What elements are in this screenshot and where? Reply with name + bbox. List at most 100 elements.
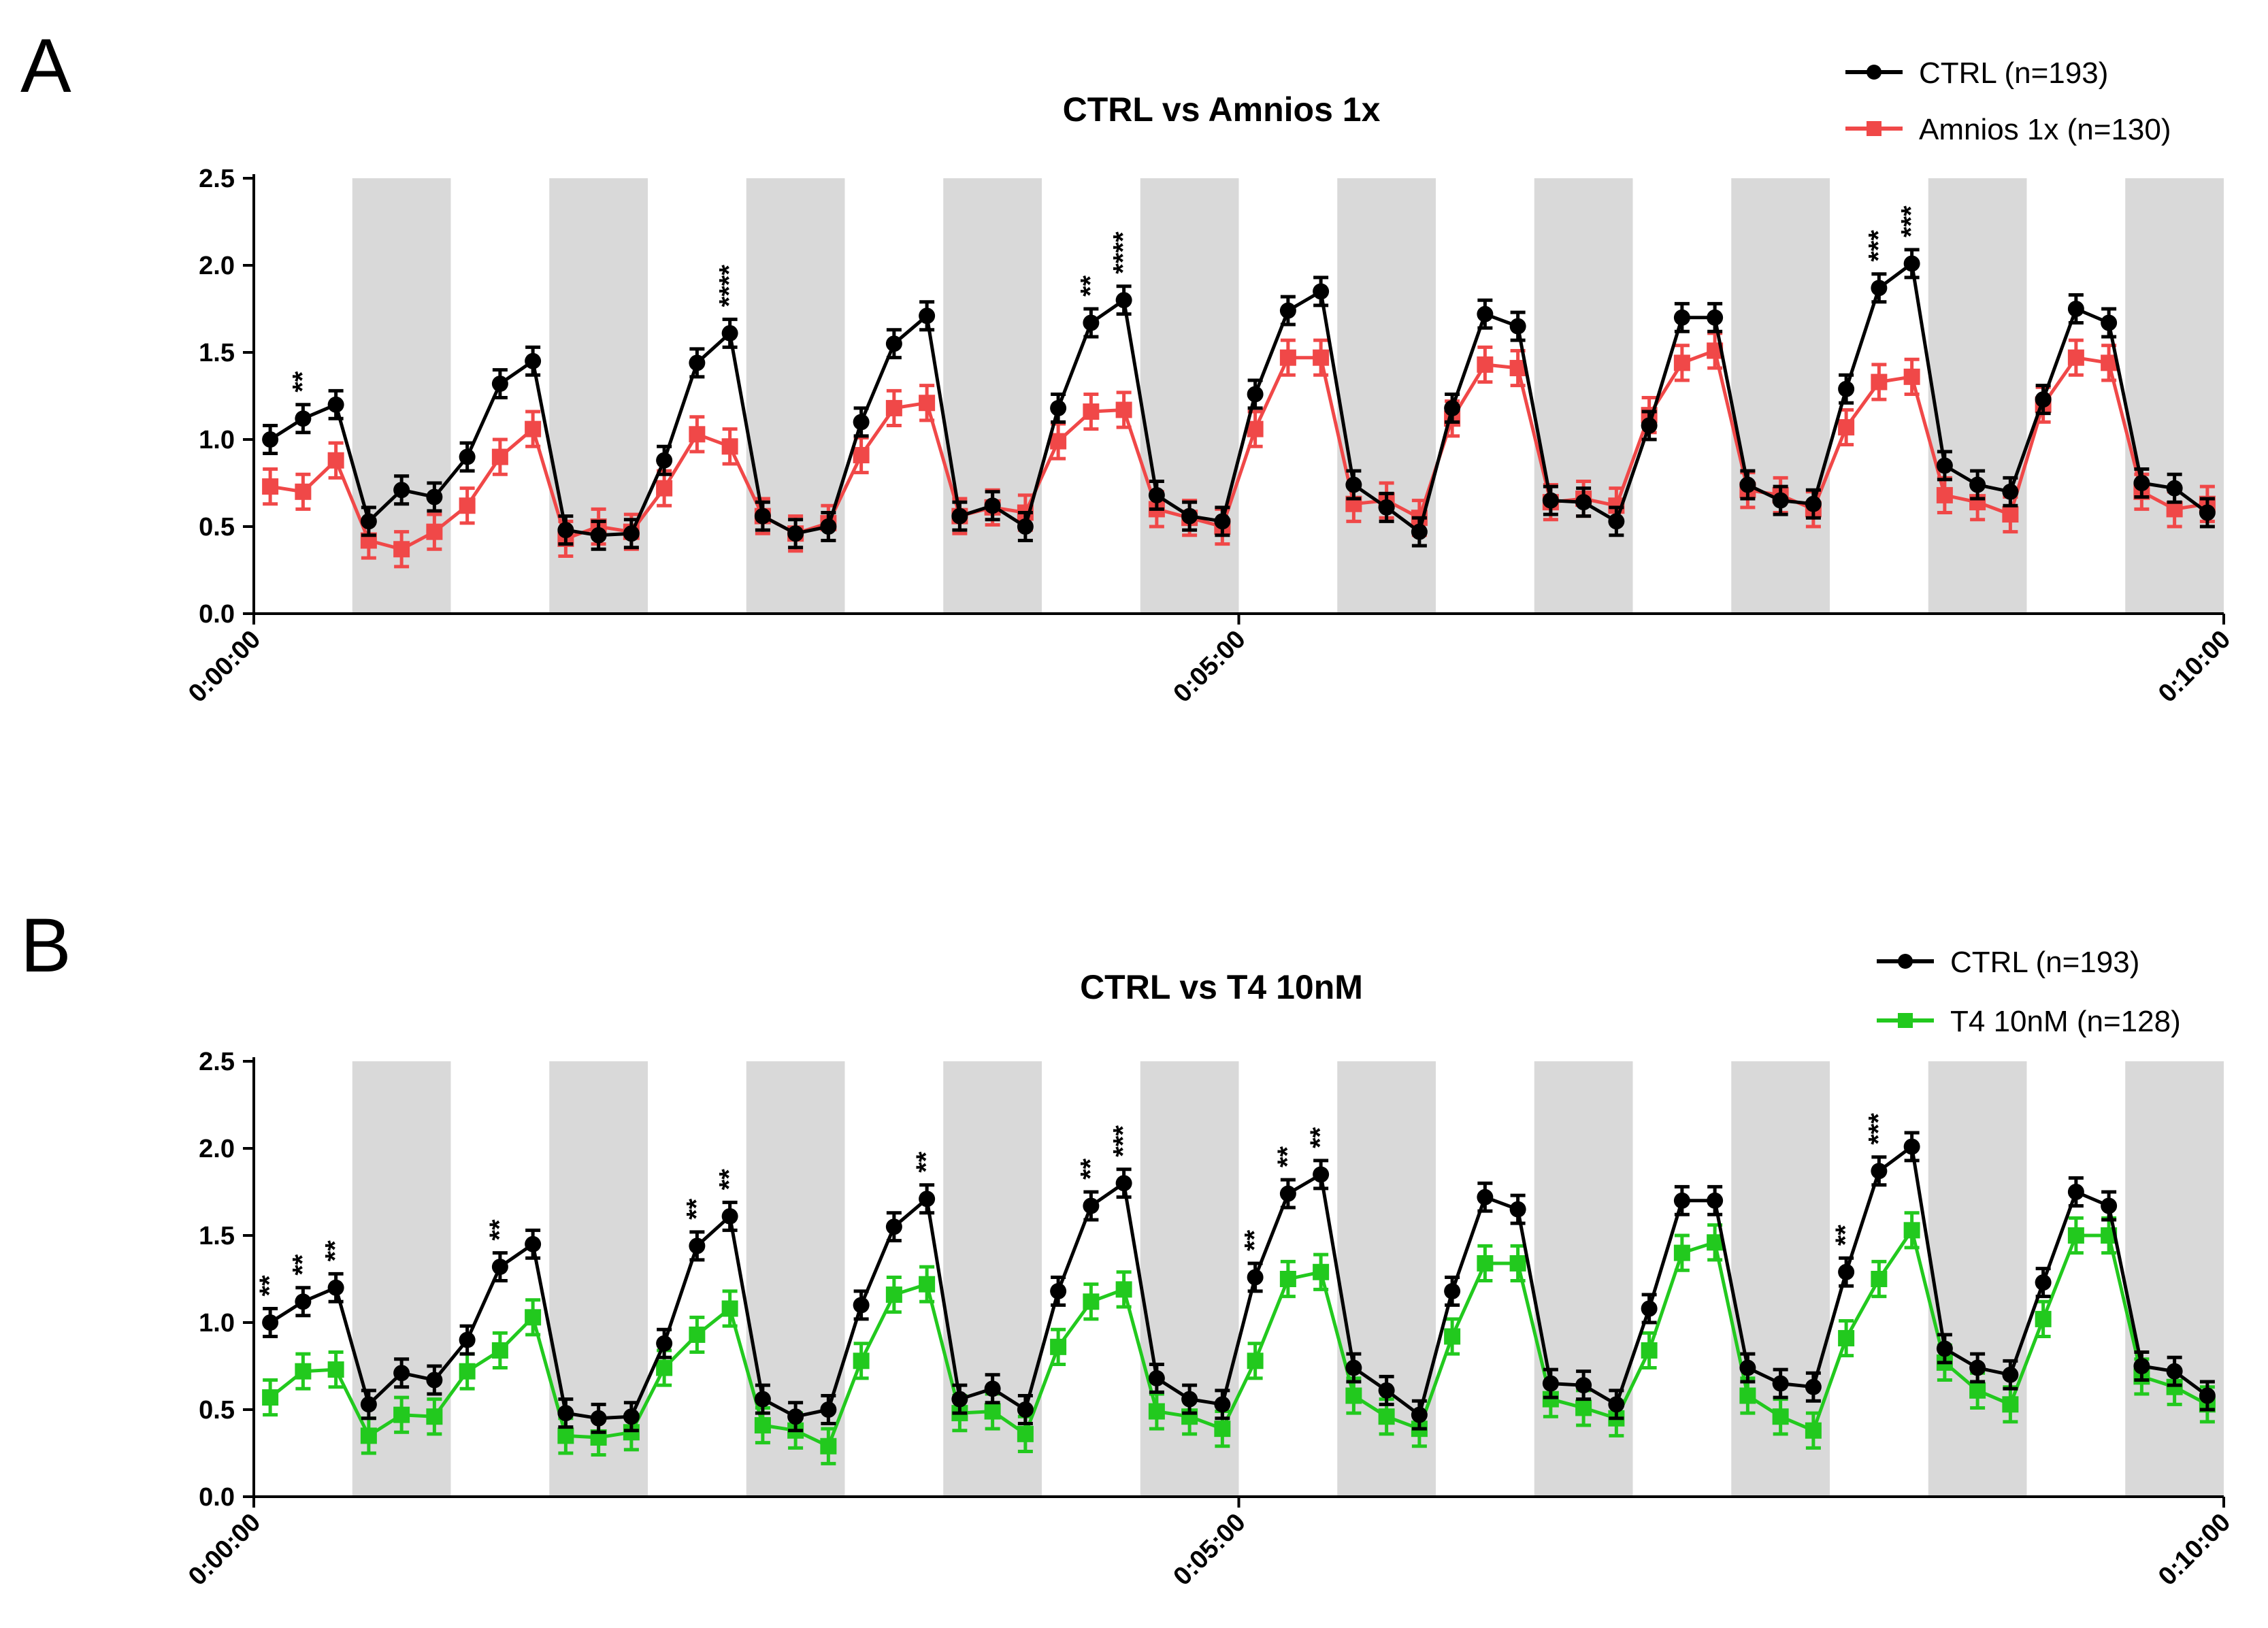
- data-point: [721, 325, 738, 342]
- data-point: [1936, 486, 1953, 503]
- data-point: [1608, 513, 1625, 530]
- data-point: [2035, 1274, 2052, 1291]
- data-point: [984, 1403, 1001, 1420]
- legend-marker-ctrl: [1867, 65, 1881, 80]
- data-point: [393, 1365, 410, 1382]
- data-point: [262, 431, 279, 448]
- data-point: [262, 1389, 279, 1406]
- data-point: [1345, 1387, 1362, 1404]
- data-point: [1181, 1391, 1198, 1408]
- data-point: [1181, 508, 1198, 525]
- data-point: [853, 1297, 870, 1314]
- data-point: [721, 1208, 738, 1225]
- data-point: [919, 1276, 936, 1293]
- data-point: [2002, 1366, 2019, 1383]
- data-point: [1509, 1201, 1526, 1218]
- dark-period-band: [2125, 178, 2224, 614]
- data-point: [1247, 1269, 1264, 1286]
- significance-label: **: [254, 1275, 284, 1297]
- data-point: [1279, 1185, 1296, 1202]
- data-point: [590, 527, 607, 544]
- data-point: [689, 426, 706, 443]
- data-point: [1214, 1421, 1231, 1438]
- data-point: [1575, 494, 1592, 511]
- data-point: [1115, 401, 1132, 418]
- data-point: [1838, 1330, 1855, 1347]
- data-point: [262, 478, 279, 495]
- data-point: [2101, 1197, 2118, 1214]
- data-point: [1083, 314, 1100, 331]
- data-point: [2002, 506, 2019, 523]
- x-tick-label: 0:10:00: [2153, 1508, 2236, 1591]
- data-point: [1871, 1163, 1888, 1180]
- data-point: [656, 452, 673, 469]
- data-point: [525, 420, 542, 437]
- data-point: [1345, 1359, 1362, 1376]
- dark-period-band: [2125, 1061, 2224, 1497]
- data-point: [393, 482, 410, 499]
- dark-period-band: [1337, 178, 1436, 614]
- data-point: [1969, 1359, 1986, 1376]
- data-point: [1378, 499, 1395, 516]
- data-point: [1148, 486, 1165, 503]
- data-point: [295, 1293, 312, 1310]
- data-point: [327, 396, 344, 413]
- legend-label-ctrl: CTRL (n=193): [1950, 946, 2139, 979]
- data-point: [2002, 483, 2019, 500]
- data-point: [1411, 523, 1428, 540]
- data-point: [459, 1331, 476, 1348]
- y-tick-label: 1.0: [199, 1309, 235, 1338]
- data-point: [557, 1405, 574, 1422]
- significance-label: **: [714, 1169, 744, 1191]
- chart-title: CTRL vs T4 10nM: [1080, 968, 1363, 1006]
- legend: CTRL (n=193) Amnios 1x (n=130): [1845, 56, 2171, 146]
- data-point: [1477, 1255, 1494, 1272]
- data-point: [2067, 301, 2084, 317]
- data-point: [1608, 1396, 1625, 1413]
- y-tick-label: 0.0: [199, 1483, 235, 1512]
- data-point: [1575, 1399, 1592, 1416]
- data-point: [426, 523, 443, 540]
- significance-label: ***: [1896, 205, 1926, 237]
- data-point: [820, 1401, 837, 1418]
- significance-label: **: [681, 1198, 711, 1220]
- data-point: [1707, 1192, 1724, 1209]
- data-point: [1214, 513, 1231, 530]
- significance-label: **: [1240, 1229, 1270, 1251]
- data-point: [656, 1335, 673, 1352]
- data-point: [1673, 1244, 1690, 1261]
- significance-label: ***: [1108, 1125, 1138, 1157]
- data-point: [1739, 476, 1756, 493]
- plot-area: 0.0 0.5 1.0 1.5 2.0 2.5 0:00:00 0:05:00 0:10:00 *…: [183, 1048, 2236, 1591]
- data-point: [1050, 1282, 1067, 1299]
- data-point: [1871, 373, 1888, 391]
- panel-b-label: B: [20, 903, 71, 988]
- significance-label: **: [1272, 1146, 1302, 1168]
- y-tick-label: 0.5: [199, 1396, 235, 1425]
- y-tick-label: 1.5: [199, 339, 235, 367]
- data-point: [360, 1427, 377, 1444]
- data-point: [1903, 1138, 1920, 1155]
- data-point: [1477, 305, 1494, 322]
- y-tick-label: 0.0: [199, 600, 235, 629]
- data-point: [721, 438, 738, 455]
- data-point: [787, 1408, 804, 1425]
- data-point: [590, 1410, 607, 1427]
- significance-label: **: [484, 1219, 514, 1241]
- data-point: [557, 1427, 574, 1444]
- data-point: [1838, 380, 1855, 397]
- data-point: [1838, 419, 1855, 436]
- data-point: [1083, 1197, 1100, 1214]
- data-point: [525, 1235, 542, 1252]
- data-point: [1739, 1387, 1756, 1404]
- data-point: [426, 1408, 443, 1425]
- legend-label-ctrl: CTRL (n=193): [1919, 56, 2108, 90]
- data-point: [1673, 309, 1690, 326]
- data-point: [1903, 255, 1920, 272]
- data-point: [1247, 386, 1264, 403]
- data-point: [1805, 1422, 1822, 1439]
- data-point: [1673, 1192, 1690, 1209]
- data-point: [1017, 1425, 1034, 1442]
- data-point: [327, 1361, 344, 1378]
- data-point: [623, 1408, 640, 1425]
